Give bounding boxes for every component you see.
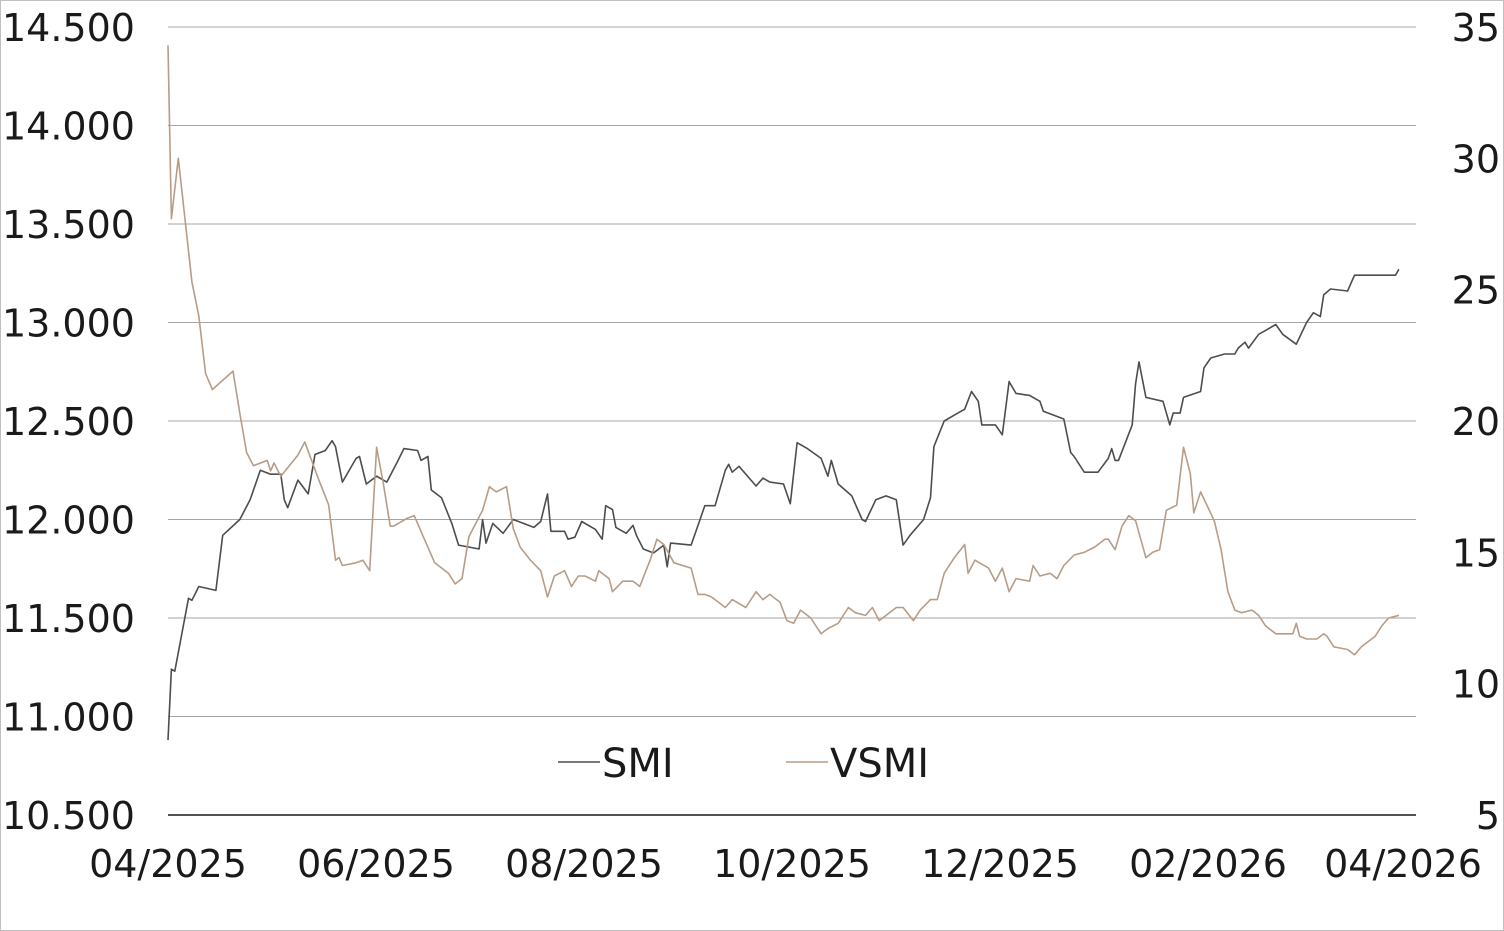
y-right-tick-label: 10 xyxy=(1452,663,1500,707)
x-tick-label: 10/2025 xyxy=(713,842,871,886)
y-left-tick-label: 11.000 xyxy=(2,696,135,740)
x-tick-label: 12/2025 xyxy=(921,842,1079,886)
legend-label-smi: SMI xyxy=(602,741,674,787)
y-left-tick-label: 13.500 xyxy=(2,203,135,247)
y-left-tick-label: 14.500 xyxy=(2,6,135,50)
y-left-tick-label: 10.500 xyxy=(2,794,135,838)
y-right-tick-label: 15 xyxy=(1452,531,1500,575)
x-tick-label: 08/2025 xyxy=(505,842,663,886)
y-left-tick-label: 13.000 xyxy=(2,302,135,346)
gridlines xyxy=(168,26,1416,816)
x-axis: 04/2025 06/2025 08/2025 10/2025 12/2025 02/20… xyxy=(89,842,1482,886)
y-right-tick-label: 20 xyxy=(1452,400,1500,444)
y-axis-left: 10.500 11.000 11.500 12.000 12.500 13.000 13.5… xyxy=(2,6,135,838)
series-lines xyxy=(167,45,1400,741)
x-tick-label: 04/2025 xyxy=(89,842,247,886)
y-right-tick-label: 30 xyxy=(1452,137,1500,181)
y-axis-right: 5 10 15 20 25 30 35 xyxy=(1452,6,1500,838)
series-line-smi xyxy=(167,268,1400,741)
y-right-tick-label: 25 xyxy=(1452,269,1500,313)
y-left-tick-label: 12.500 xyxy=(2,400,135,444)
x-tick-label: 04/2026 xyxy=(1324,842,1482,886)
y-left-tick-label: 12.000 xyxy=(2,499,135,543)
y-left-tick-label: 14.000 xyxy=(2,105,135,149)
x-tick-label: 06/2025 xyxy=(297,842,455,886)
series-line-vsmi xyxy=(167,45,1400,656)
legend: SMI VSMI xyxy=(558,741,929,787)
y-right-tick-label: 35 xyxy=(1452,6,1500,50)
x-tick-label: 02/2026 xyxy=(1129,842,1287,886)
legend-label-vsmi: VSMI xyxy=(830,741,929,787)
y-left-tick-label: 11.500 xyxy=(2,597,135,641)
y-right-tick-label: 5 xyxy=(1476,794,1500,838)
